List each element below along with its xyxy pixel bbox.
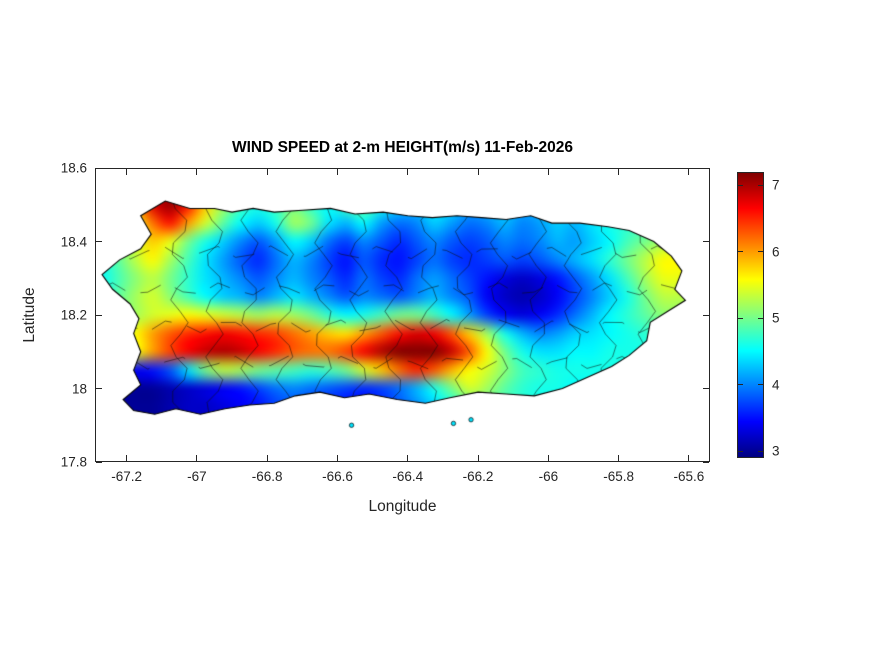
colorbar-tick-mark — [758, 184, 763, 186]
x-tick-mark — [266, 169, 268, 175]
x-tick-mark — [407, 455, 409, 461]
colorbar-tick-mark — [758, 450, 763, 452]
x-tick-label: -66 — [538, 469, 559, 484]
x-tick-label: -66.8 — [251, 469, 283, 484]
y-tick-label: 18.2 — [60, 307, 87, 323]
plot-area — [95, 168, 710, 462]
colorbar-tick-label: 6 — [772, 244, 780, 260]
x-tick-mark — [547, 169, 549, 175]
colorbar-tick-label: 7 — [772, 177, 780, 193]
x-tick-label: -66.6 — [322, 469, 353, 484]
y-tick-mark — [96, 388, 102, 389]
x-tick-mark — [618, 169, 620, 175]
x-tick-label: -65.8 — [603, 469, 635, 484]
y-tick-mark — [703, 314, 709, 316]
x-tick-label: -67.2 — [111, 469, 143, 484]
x-tick-mark — [547, 455, 549, 461]
x-tick-mark — [407, 169, 409, 175]
x-tick-mark — [196, 169, 198, 175]
y-tick-mark — [96, 461, 102, 463]
y-tick-mark — [703, 167, 709, 169]
colorbar-tick-mark — [758, 251, 763, 253]
chart-title: WIND SPEED at 2-m HEIGHT(m/s) 11-Feb-202… — [231, 139, 574, 156]
colorbar-tick-mark — [758, 317, 763, 319]
wind-speed-map-canvas — [95, 168, 710, 462]
x-tick-mark — [688, 169, 690, 175]
x-tick-mark — [126, 169, 128, 175]
colorbar-tick-mark — [738, 184, 743, 186]
x-tick-mark — [266, 455, 268, 461]
x-tick-label: -66.2 — [462, 469, 494, 484]
colorbar-tick-label: 5 — [772, 310, 780, 326]
y-axis-label: Latitude — [21, 287, 38, 343]
x-tick-mark — [126, 455, 128, 461]
x-tick-mark — [477, 169, 479, 175]
x-tick-mark — [196, 455, 198, 461]
colorbar-tick-mark — [758, 384, 763, 386]
colorbar-tick-mark — [738, 317, 743, 319]
x-tick-label: -67 — [187, 469, 207, 484]
colorbar-gradient — [737, 172, 764, 458]
y-tick-mark — [703, 388, 709, 389]
colorbar-tick-mark — [738, 251, 743, 253]
y-tick-mark — [703, 461, 709, 463]
colorbar-tick-label: 3 — [772, 443, 780, 459]
y-tick-label: 18.4 — [60, 234, 87, 249]
x-tick-label: -66.4 — [392, 469, 424, 484]
y-tick-label: 18 — [71, 381, 87, 396]
y-tick-mark — [96, 167, 102, 169]
x-tick-label: -65.6 — [673, 469, 705, 484]
y-tick-mark — [703, 241, 709, 242]
x-tick-mark — [688, 455, 690, 461]
colorbar-tick-mark — [738, 450, 743, 452]
x-axis-label: Longitude — [368, 498, 437, 515]
x-tick-mark — [336, 455, 338, 461]
y-tick-label: 18.6 — [60, 160, 87, 176]
colorbar-tick-label: 4 — [772, 377, 780, 393]
y-tick-mark — [96, 314, 102, 316]
y-tick-mark — [96, 241, 102, 242]
colorbar-tick-mark — [738, 384, 743, 386]
x-tick-mark — [618, 455, 620, 461]
x-tick-mark — [477, 455, 479, 461]
x-tick-mark — [336, 169, 338, 175]
y-tick-label: 17.8 — [60, 454, 87, 470]
